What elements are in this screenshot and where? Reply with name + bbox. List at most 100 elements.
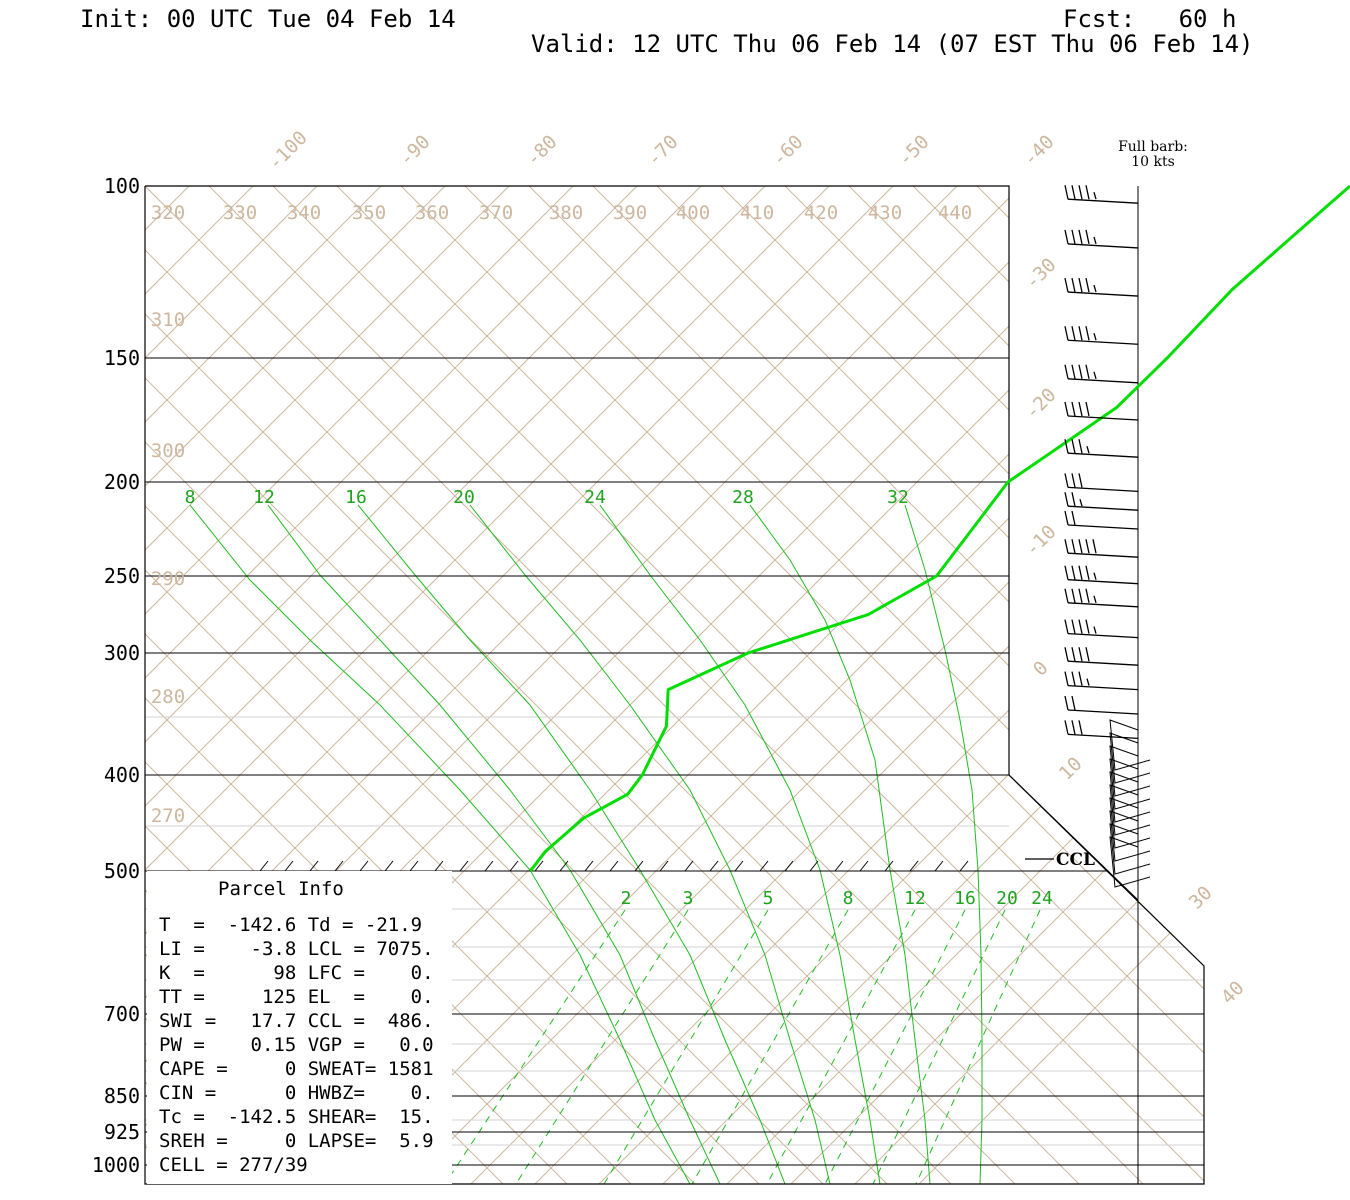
wind-barb xyxy=(1109,784,1151,836)
theta-label: 440 xyxy=(938,202,972,224)
sounding-trace xyxy=(529,184,1350,872)
pressure-label: 150 xyxy=(104,346,140,370)
theta-label: 330 xyxy=(223,202,257,224)
isotherm-line xyxy=(1104,186,1204,1184)
dry-adiabat-line xyxy=(468,186,1204,1184)
dry-adiabat-line xyxy=(660,186,1204,1184)
temperature-label: -50 xyxy=(894,131,934,171)
wind-barb xyxy=(1064,473,1139,493)
isotherm-line xyxy=(1233,186,1350,1186)
hatch-mark xyxy=(434,860,444,872)
mixing-ratio-lines xyxy=(189,504,1041,1184)
dry-adiabat-line xyxy=(145,186,702,1184)
barb-legend-line2: 10 kts xyxy=(1131,154,1175,170)
wind-barb xyxy=(1064,720,1139,740)
wind-barb xyxy=(1109,771,1151,823)
pressure-label: 500 xyxy=(104,859,140,883)
wind-barb xyxy=(1109,823,1151,875)
theta-label: 420 xyxy=(804,202,838,224)
mixing-ratio-label: 2 xyxy=(621,888,632,909)
isotherm-line xyxy=(400,186,1204,1184)
wind-barb xyxy=(1109,719,1151,771)
mixing-ratio-label: 5 xyxy=(763,888,774,909)
mixing-ratio-dashed xyxy=(444,909,626,1184)
wind-barbs xyxy=(1064,185,1151,888)
mixing-ratio-label: 16 xyxy=(345,487,367,508)
isotherm-line xyxy=(145,186,698,1184)
isotherm-line xyxy=(592,186,1204,1184)
wind-barb xyxy=(1064,539,1139,558)
dry-adiabat-line xyxy=(0,186,61,1186)
theta-label: 430 xyxy=(868,202,902,224)
hatch-mark xyxy=(509,860,519,872)
dry-adiabat-line xyxy=(404,186,1204,1184)
pressure-label: 925 xyxy=(104,1120,140,1144)
isotherm-line xyxy=(336,186,1204,1184)
wind-barb xyxy=(1064,326,1139,345)
wind-barb xyxy=(1109,836,1151,888)
theta-label: 400 xyxy=(676,202,710,224)
hatch-mark xyxy=(559,860,569,872)
isotherm-line xyxy=(145,186,954,1184)
hatch-mark xyxy=(359,860,369,872)
dry-adiabat-line xyxy=(145,186,638,1184)
dry-adiabat-line xyxy=(340,186,1204,1184)
mixing-ratio-dashed xyxy=(691,909,849,1184)
parcel-info-panel: Parcel Info T = -142.6 Td = -21.9LI = -3… xyxy=(147,871,452,1184)
theta-label: 320 xyxy=(151,202,185,224)
mixing-ratio-curve xyxy=(267,504,721,1184)
pressure-label: 300 xyxy=(104,641,140,665)
mixing-ratio-curve xyxy=(357,504,786,1184)
mixing-ratio-label: 8 xyxy=(843,888,854,909)
barb-legend-line1: Full barb: xyxy=(1118,139,1188,155)
hatch-mark xyxy=(259,860,269,872)
temperature-label: -20 xyxy=(1021,384,1061,424)
temperature-label: -10 xyxy=(1021,521,1061,561)
hatch-mark xyxy=(459,860,469,872)
mixing-ratio-label: 20 xyxy=(996,888,1018,909)
mixing-ratio-label: 12 xyxy=(253,487,275,508)
parcel-info-box xyxy=(147,871,452,1184)
isotherm-line xyxy=(848,186,1204,1184)
wind-barb xyxy=(1064,364,1139,384)
frame-diagonal xyxy=(1008,774,1139,901)
mixing-ratio-label: 28 xyxy=(732,487,754,508)
mixing-ratio-label: 12 xyxy=(904,888,926,909)
temperature-label: -60 xyxy=(768,131,808,171)
parcel-info-row: SREH = 0 LAPSE= 5.9 xyxy=(159,1130,434,1152)
temperature-label: -30 xyxy=(1021,254,1061,294)
parcel-info-row: LI = -3.8 LCL = 7075. xyxy=(159,938,434,960)
theta-label: 410 xyxy=(740,202,774,224)
dry-adiabat-line xyxy=(788,186,1204,1184)
hatch-mark xyxy=(784,860,794,872)
parcel-info-row: SWI = 17.7 CCL = 486. xyxy=(159,1010,434,1032)
dry-adiabat-line xyxy=(145,186,894,1184)
theta-label: 390 xyxy=(613,202,647,224)
hatch-mark xyxy=(959,860,969,872)
ccl-label: CCL xyxy=(1056,850,1095,870)
theta-label: 270 xyxy=(151,805,185,827)
dry-adiabat-line xyxy=(145,186,446,1184)
wind-barb xyxy=(1064,401,1139,421)
mixing-ratio-dashed xyxy=(603,909,769,1184)
isotherm-line xyxy=(272,186,1204,1184)
isotherm-line xyxy=(0,186,121,1186)
wind-barb xyxy=(1064,277,1139,297)
wind-barb xyxy=(1109,745,1151,797)
hatch-mark xyxy=(884,860,894,872)
dry-adiabat-line xyxy=(145,186,766,1184)
dry-adiabat-line xyxy=(145,186,958,1184)
dry-adiabat-line xyxy=(145,186,382,1184)
pressure-label: 850 xyxy=(104,1084,140,1108)
theta-label: 310 xyxy=(151,309,185,331)
pressure-label: 1000 xyxy=(92,1153,140,1177)
mixing-ratio-label: 32 xyxy=(887,487,909,508)
hatch-mark xyxy=(734,860,744,872)
mixing-ratio-curve xyxy=(599,504,881,1184)
mixing-ratio-label: 24 xyxy=(584,487,606,508)
wind-barb xyxy=(1064,510,1139,530)
theta-label: 290 xyxy=(151,568,185,590)
hatch-mark xyxy=(334,860,344,872)
hatch-mark xyxy=(859,860,869,872)
